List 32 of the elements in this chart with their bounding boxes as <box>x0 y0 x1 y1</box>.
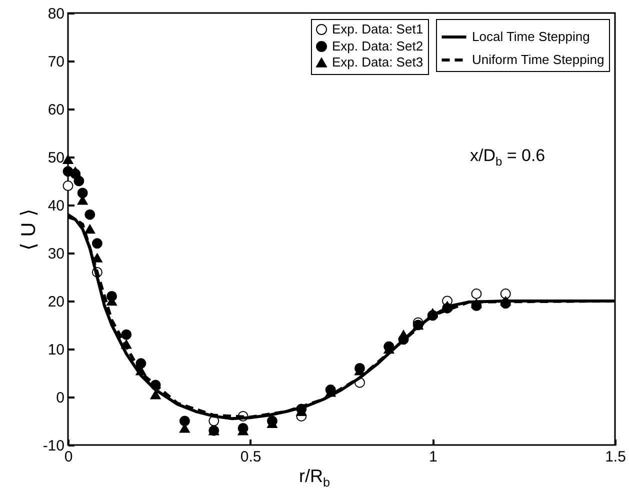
point <box>500 288 511 300</box>
y-tick-label: -10 <box>42 438 64 454</box>
legend-label: Exp. Data: Set2 <box>332 38 424 54</box>
point <box>62 180 74 192</box>
y-tick-label: 40 <box>48 198 64 214</box>
y-tick-label: 0 <box>56 390 64 406</box>
x-tick-label: 1 <box>428 448 438 466</box>
point <box>179 416 190 426</box>
legend-label: Local Time Stepping <box>472 29 590 44</box>
y-tick-label: 80 <box>48 6 64 22</box>
point <box>150 390 161 400</box>
annotation: x/D$_{b}$ = 0.6 <box>470 146 546 168</box>
x-tick-label: 1.5 <box>605 448 626 466</box>
y-tick-label: 70 <box>48 54 64 70</box>
y-tick-label: 10 <box>48 342 64 358</box>
x-axis-title: r/R$_{b}$ <box>298 466 331 490</box>
x-tick-label: 0.5 <box>240 448 262 466</box>
y-tick-label: 20 <box>48 294 64 310</box>
y-tick-label: 60 <box>48 102 64 118</box>
point <box>92 238 102 249</box>
point <box>471 288 482 300</box>
y-axis-title: ⟨ U ⟩ <box>18 208 40 250</box>
point <box>84 209 96 220</box>
point <box>74 176 84 186</box>
y-tick-label: 50 <box>48 150 64 166</box>
legend-label: Exp. Data: Set1 <box>332 22 424 36</box>
point <box>77 188 88 198</box>
legend-label: Exp. Data: Set3 <box>332 54 424 70</box>
y-tick-label: 30 <box>48 246 64 262</box>
point <box>84 224 96 234</box>
legend-label: Uniform Time Stepping <box>472 52 604 67</box>
point <box>121 329 132 340</box>
